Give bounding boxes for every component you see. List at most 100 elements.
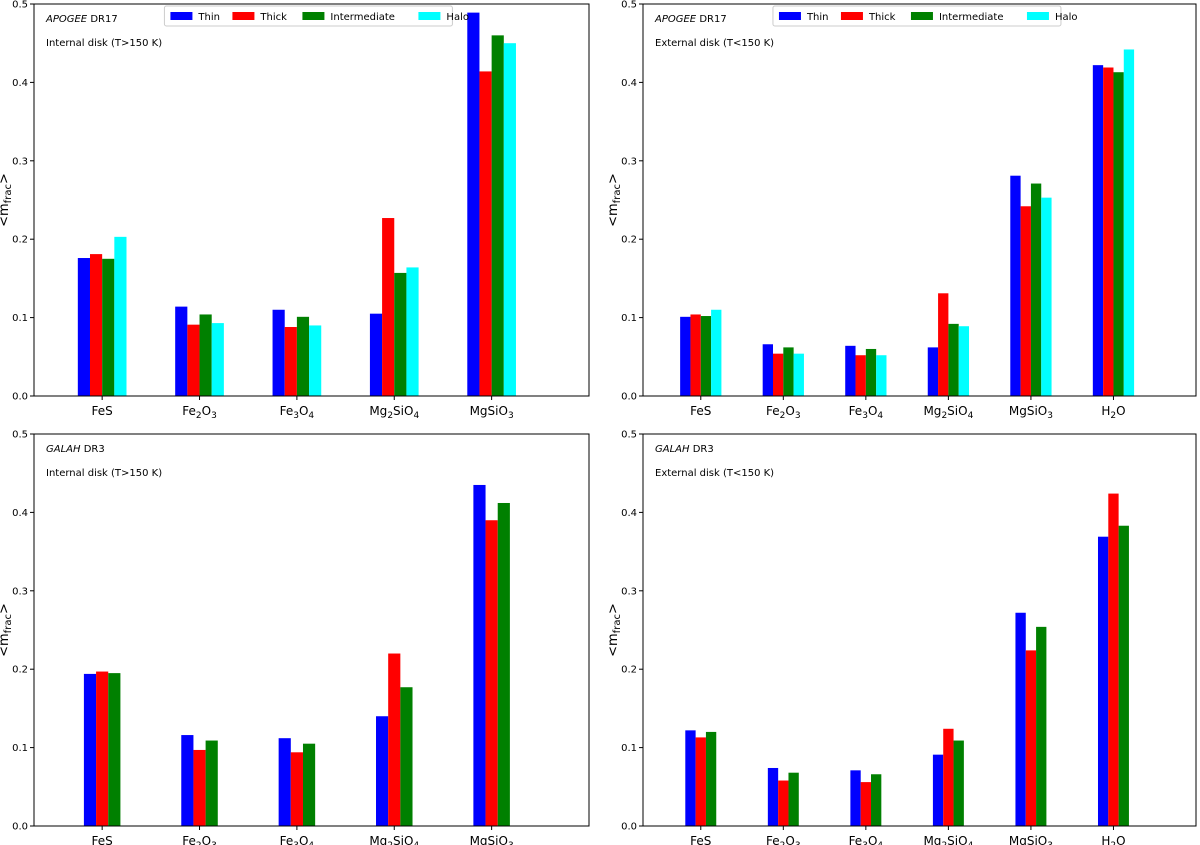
bar-thick-fe3o4 bbox=[290, 752, 303, 826]
bar-thin-fe3o4 bbox=[278, 738, 291, 826]
legend-swatch-halo bbox=[418, 12, 441, 20]
bar-halo-mg2sio4 bbox=[406, 267, 419, 396]
bar-intermediate-fe2o3 bbox=[205, 740, 218, 826]
chart-panel-2: FeS Fe2​O3​ Fe3​O4​ Mg2​SiO4​ MgSiO3​ 0.0 0.1 0… bbox=[0, 430, 590, 845]
bar-thick-fes bbox=[695, 737, 706, 826]
legend-label-thick: Thick bbox=[259, 12, 287, 23]
bar-halo-fe3o4 bbox=[309, 325, 322, 396]
x-tick-label: Fe2​O3​ bbox=[766, 404, 801, 421]
bar-intermediate-mg2sio4 bbox=[400, 687, 413, 826]
bar-thick-fe3o4 bbox=[855, 355, 866, 396]
y-tick-label: 0.0 bbox=[621, 822, 637, 833]
legend-swatch-thin bbox=[170, 12, 193, 20]
x-tick-label: Fe2​O3​ bbox=[766, 834, 801, 845]
x-tick-label: Fe3​O4​ bbox=[280, 834, 315, 845]
bar-thick-mg2sio4 bbox=[388, 653, 401, 826]
bar-thick-mgsio3 bbox=[485, 520, 498, 826]
bar-thick-fes bbox=[89, 254, 103, 396]
y-axis-label: <mfrac> bbox=[0, 603, 14, 657]
bar-halo-fes bbox=[711, 309, 722, 396]
bar-halo-mgsio3 bbox=[1041, 197, 1052, 396]
x-tick-label: Fe3​O4​ bbox=[849, 834, 884, 845]
legend-swatch-thick bbox=[232, 12, 255, 20]
y-tick-label: 0.2 bbox=[621, 235, 637, 246]
bar-thick-mg2sio4 bbox=[938, 293, 949, 396]
y-tick-label: 0.0 bbox=[12, 392, 28, 403]
y-tick-label: 0.1 bbox=[621, 743, 637, 754]
x-tick-label: FeS bbox=[690, 404, 711, 418]
x-tick-label: MgSiO3​ bbox=[1009, 834, 1053, 845]
bar-intermediate-h2o bbox=[1113, 72, 1124, 397]
chart-panel-3: FeS Fe2​O3​ Fe3​O4​ Mg2​SiO4​ MgSiO3​ H2​O 0.0… bbox=[606, 430, 1197, 845]
bar-thick-mgsio3 bbox=[1020, 206, 1031, 396]
region-annotation: Internal disk (T>150 K) bbox=[46, 38, 162, 49]
bar-thick-mgsio3 bbox=[1025, 650, 1037, 826]
bar-intermediate-mgsio3 bbox=[491, 35, 504, 397]
x-tick-label: FeS bbox=[92, 404, 113, 418]
y-tick-label: 0.5 bbox=[12, 430, 28, 441]
y-tick-label: 0.4 bbox=[621, 508, 637, 519]
y-tick-label: 0.5 bbox=[12, 0, 28, 11]
legend-label-intermediate: Intermediate bbox=[939, 12, 1004, 23]
bar-thin-mgsio3 bbox=[1010, 175, 1021, 396]
bar-halo-fe2o3 bbox=[793, 353, 804, 396]
bar-thin-mg2sio4 bbox=[932, 754, 944, 826]
legend-label-thin: Thin bbox=[197, 12, 220, 23]
bar-thick-mg2sio4 bbox=[382, 218, 395, 396]
region-annotation: External disk (T<150 K) bbox=[655, 468, 774, 479]
bar-intermediate-mgsio3 bbox=[1030, 183, 1042, 396]
bar-intermediate-fes bbox=[108, 673, 121, 826]
legend-swatch-intermediate bbox=[302, 12, 325, 20]
bar-intermediate-mg2sio4 bbox=[953, 740, 964, 826]
bar-thin-fes bbox=[685, 730, 696, 826]
legend: Thin Thick Intermediate Halo bbox=[163, 5, 469, 27]
y-tick-label: 0.1 bbox=[621, 313, 637, 324]
bar-halo-mg2sio4 bbox=[958, 326, 970, 396]
bar-halo-mgsio3 bbox=[503, 43, 516, 396]
y-axis-label: <mfrac> bbox=[0, 173, 14, 227]
y-tick-label: 0.2 bbox=[621, 665, 637, 676]
y-tick-label: 0.0 bbox=[12, 822, 28, 833]
bar-thin-mgsio3 bbox=[467, 12, 480, 397]
legend-label-thin: Thin bbox=[806, 12, 829, 23]
bar-thin-mg2sio4 bbox=[369, 313, 383, 396]
y-tick-label: 0.4 bbox=[12, 508, 28, 519]
bar-thin-fe2o3 bbox=[175, 306, 188, 396]
x-tick-label: MgSiO3​ bbox=[1009, 404, 1053, 421]
bar-intermediate-mg2sio4 bbox=[948, 323, 959, 396]
bar-thin-h2o bbox=[1092, 65, 1104, 397]
y-tick-label: 0.3 bbox=[12, 156, 28, 167]
legend-swatch-halo bbox=[1026, 12, 1049, 20]
bar-thin-mg2sio4 bbox=[927, 347, 939, 396]
bar-thick-mg2sio4 bbox=[943, 728, 954, 826]
y-tick-label: 0.4 bbox=[621, 78, 637, 89]
x-tick-label: MgSiO3​ bbox=[470, 404, 514, 421]
bar-intermediate-fe2o3 bbox=[199, 314, 212, 396]
bar-intermediate-fe3o4 bbox=[865, 348, 877, 396]
survey-annotation: GALAH DR3 bbox=[655, 444, 714, 455]
bar-thin-fe3o4 bbox=[272, 309, 285, 396]
bar-thin-fe3o4 bbox=[845, 345, 856, 396]
bar-thin-h2o bbox=[1097, 536, 1109, 826]
survey-annotation: GALAH DR3 bbox=[46, 444, 105, 455]
y-tick-label: 0.2 bbox=[12, 235, 28, 246]
y-tick-label: 0.1 bbox=[12, 743, 28, 754]
bar-halo-h2o bbox=[1123, 49, 1135, 396]
y-tick-label: 0.5 bbox=[621, 430, 637, 441]
chart-panel-0: FeS Fe2​O3​ Fe3​O4​ Mg2​SiO4​ MgSiO3​ 0.0 0.1 0… bbox=[0, 0, 590, 421]
y-axis-label: <mfrac> bbox=[606, 173, 623, 227]
bar-thin-fe2o3 bbox=[762, 344, 773, 396]
bar-intermediate-fe2o3 bbox=[788, 772, 799, 826]
axes-frame bbox=[642, 3, 1197, 397]
bar-intermediate-mgsio3 bbox=[1036, 626, 1047, 826]
x-tick-label: Mg2​SiO4​ bbox=[923, 404, 973, 421]
bar-thick-fe3o4 bbox=[860, 782, 872, 826]
legend-label-thick: Thick bbox=[868, 12, 896, 23]
bar-intermediate-fe3o4 bbox=[296, 316, 310, 396]
x-tick-label: Mg2​SiO4​ bbox=[369, 404, 419, 421]
bar-intermediate-fe2o3 bbox=[783, 347, 794, 396]
x-tick-label: Mg2​SiO4​ bbox=[923, 834, 973, 845]
bar-thin-fes bbox=[77, 258, 90, 396]
bar-thin-fe2o3 bbox=[181, 735, 194, 826]
survey-annotation: APOGEE DR17 bbox=[654, 14, 727, 25]
